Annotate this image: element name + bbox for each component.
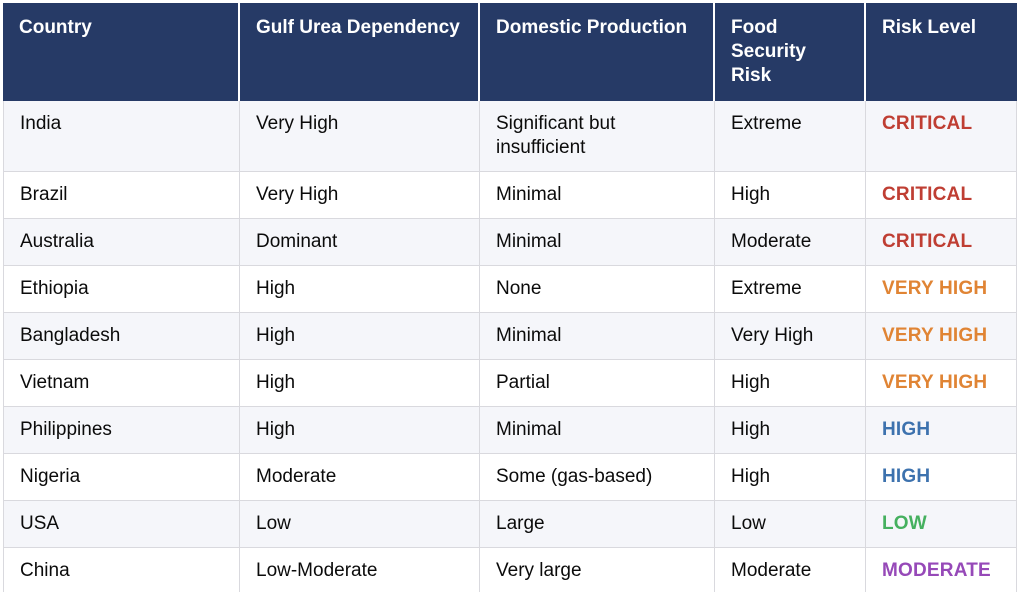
table-row: Australia Dominant Minimal Moderate CRITICAL bbox=[3, 218, 1017, 266]
table-row: Nigeria Moderate Some (gas-based) High HIGH bbox=[3, 453, 1017, 501]
column-header-food-security-risk: Food Security Risk bbox=[715, 3, 866, 101]
cell-gulf-urea-dependency: Low-Moderate bbox=[240, 547, 480, 592]
cell-domestic-production: Some (gas-based) bbox=[480, 453, 715, 501]
cell-country: Nigeria bbox=[3, 453, 240, 501]
cell-domestic-production: Minimal bbox=[480, 312, 715, 360]
table-body: India Very High Significant but insufficie… bbox=[3, 100, 1017, 592]
cell-domestic-production: Partial bbox=[480, 359, 715, 407]
cell-country: China bbox=[3, 547, 240, 592]
cell-gulf-urea-dependency: High bbox=[240, 406, 480, 454]
column-header-domestic-production: Domestic Production bbox=[480, 3, 715, 101]
cell-food-security-risk: High bbox=[715, 406, 866, 454]
cell-country: Australia bbox=[3, 218, 240, 266]
cell-gulf-urea-dependency: Very High bbox=[240, 100, 480, 172]
cell-food-security-risk: High bbox=[715, 359, 866, 407]
cell-gulf-urea-dependency: Dominant bbox=[240, 218, 480, 266]
cell-country: Ethiopia bbox=[3, 265, 240, 313]
cell-domestic-production: Minimal bbox=[480, 171, 715, 219]
cell-food-security-risk: Low bbox=[715, 500, 866, 548]
cell-risk-level: MODERATE bbox=[866, 547, 1017, 592]
cell-risk-level: CRITICAL bbox=[866, 171, 1017, 219]
table-row: Vietnam High Partial High VERY HIGH bbox=[3, 359, 1017, 407]
cell-risk-level: VERY HIGH bbox=[866, 312, 1017, 360]
cell-country: Philippines bbox=[3, 406, 240, 454]
cell-risk-level: VERY HIGH bbox=[866, 359, 1017, 407]
table-row: Ethiopia High None Extreme VERY HIGH bbox=[3, 265, 1017, 313]
cell-domestic-production: None bbox=[480, 265, 715, 313]
cell-food-security-risk: Extreme bbox=[715, 100, 866, 172]
cell-country: Vietnam bbox=[3, 359, 240, 407]
cell-domestic-production: Minimal bbox=[480, 406, 715, 454]
cell-food-security-risk: Moderate bbox=[715, 218, 866, 266]
cell-gulf-urea-dependency: High bbox=[240, 265, 480, 313]
cell-country: Bangladesh bbox=[3, 312, 240, 360]
cell-food-security-risk: Very High bbox=[715, 312, 866, 360]
column-header-risk-level: Risk Level bbox=[866, 3, 1017, 101]
cell-food-security-risk: Moderate bbox=[715, 547, 866, 592]
table-row: India Very High Significant but insufficie… bbox=[3, 100, 1017, 172]
cell-country: India bbox=[3, 100, 240, 172]
table-row: Brazil Very High Minimal High CRITICAL bbox=[3, 171, 1017, 219]
cell-risk-level: HIGH bbox=[866, 406, 1017, 454]
cell-domestic-production: Significant but insufficient bbox=[480, 100, 715, 172]
column-header-country: Country bbox=[3, 3, 240, 101]
cell-risk-level: CRITICAL bbox=[866, 218, 1017, 266]
table-row: USA Low Large Low LOW bbox=[3, 500, 1017, 548]
table-row: Philippines High Minimal High HIGH bbox=[3, 406, 1017, 454]
cell-risk-level: HIGH bbox=[866, 453, 1017, 501]
cell-gulf-urea-dependency: Very High bbox=[240, 171, 480, 219]
cell-gulf-urea-dependency: Low bbox=[240, 500, 480, 548]
column-header-gulf-urea-dependency: Gulf Urea Dependency bbox=[240, 3, 480, 101]
cell-risk-level: CRITICAL bbox=[866, 100, 1017, 172]
cell-risk-level: VERY HIGH bbox=[866, 265, 1017, 313]
cell-gulf-urea-dependency: Moderate bbox=[240, 453, 480, 501]
cell-domestic-production: Very large bbox=[480, 547, 715, 592]
cell-food-security-risk: High bbox=[715, 453, 866, 501]
table-row: China Low-Moderate Very large Moderate MODER… bbox=[3, 547, 1017, 592]
table-header: Country Gulf Urea Dependency Domestic Pr… bbox=[3, 3, 1017, 101]
table-row: Bangladesh High Minimal Very High VERY HIGH bbox=[3, 312, 1017, 360]
header-row: Country Gulf Urea Dependency Domestic Pr… bbox=[3, 3, 1017, 101]
cell-domestic-production: Minimal bbox=[480, 218, 715, 266]
cell-food-security-risk: Extreme bbox=[715, 265, 866, 313]
cell-gulf-urea-dependency: High bbox=[240, 312, 480, 360]
cell-gulf-urea-dependency: High bbox=[240, 359, 480, 407]
urea-risk-table: Country Gulf Urea Dependency Domestic Pr… bbox=[3, 3, 1017, 592]
cell-domestic-production: Large bbox=[480, 500, 715, 548]
cell-country: USA bbox=[3, 500, 240, 548]
cell-food-security-risk: High bbox=[715, 171, 866, 219]
cell-risk-level: LOW bbox=[866, 500, 1017, 548]
cell-country: Brazil bbox=[3, 171, 240, 219]
